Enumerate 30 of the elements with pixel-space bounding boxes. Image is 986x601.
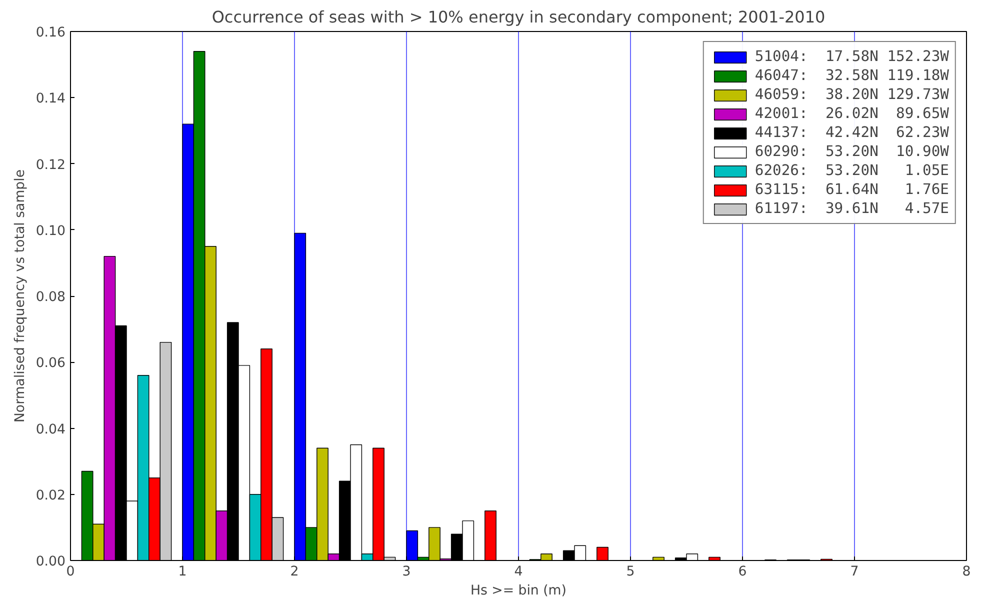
x-tick-label: 2 [290,564,299,580]
chart-title: Occurrence of seas with > 10% energy in secondary component; 2001-2010 [212,8,826,26]
x-tick-label: 4 [514,564,523,580]
y-tick-label: 0.16 [36,26,66,40]
y-tick-label: 0.08 [36,290,66,305]
x-tick-label: 5 [626,564,635,580]
x-tick-label: 7 [850,564,859,580]
y-tick-label: 0.14 [36,92,66,107]
x-tick-label: 1 [178,564,187,580]
legend-label: 63115: 61.64N 1.76E [754,181,949,198]
legend-label: 61197: 39.61N 4.57E [754,200,949,217]
legend-label: 62026: 53.20N 1.05E [754,162,949,179]
legend-label: 46059: 38.20N 129.73W [754,86,949,103]
legend-label: 46047: 32.58N 119.18W [754,67,949,84]
x-tick-label: 8 [962,564,971,580]
x-tick-label: 0 [66,564,75,580]
x-tick-label: 6 [738,564,747,580]
x-tick-label: 3 [402,564,411,580]
legend-label: 60290: 53.20N 10.90W [754,143,949,160]
y-tick-label: 0.04 [36,422,66,438]
y-tick-label: 0.02 [36,488,66,504]
legend-label: 44137: 42.42N 62.23W [754,124,949,141]
y-tick-label: 0.12 [36,158,66,173]
y-tick-label: 0.00 [36,554,66,570]
y-tick-label: 0.06 [36,356,66,372]
y-tick-label: 0.10 [36,224,66,239]
legend-label: 51004: 17.58N 152.23W [754,48,949,65]
x-axis-title: Hs >= bin (m) [470,584,567,598]
y-axis-title: Normalised frequency vs total sample [12,169,28,423]
legend-label: 42001: 26.02N 89.65W [754,105,949,122]
